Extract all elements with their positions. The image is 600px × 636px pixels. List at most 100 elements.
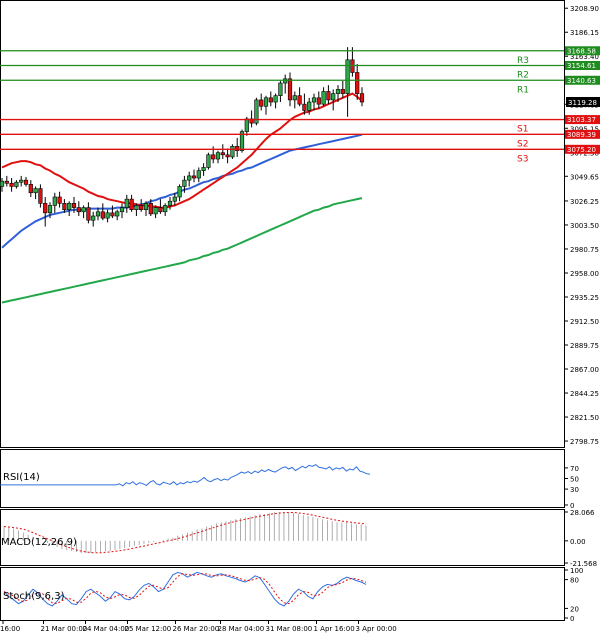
candle-body bbox=[81, 207, 86, 213]
price-tick-label: 2821.50 bbox=[570, 414, 599, 422]
current-price-label: 3119.28 bbox=[568, 99, 597, 107]
candle-body bbox=[359, 93, 365, 103]
stoch-tick-label: 20 bbox=[570, 605, 579, 613]
candle-body bbox=[91, 215, 96, 221]
macd-label: MACD(12,26,9) bbox=[1, 537, 77, 548]
candle-body bbox=[129, 198, 134, 210]
candle-body bbox=[244, 118, 249, 132]
candle-body bbox=[19, 179, 24, 183]
price-tick-label: 2867.00 bbox=[570, 366, 599, 374]
time-tick-label: 25 Mar 12:00 bbox=[125, 625, 172, 633]
candle-body bbox=[311, 97, 317, 103]
time-tick-label: 1 Apr 16:00 bbox=[314, 625, 355, 633]
time-tick-label: 21 Mar 00:00 bbox=[41, 625, 88, 633]
candle-body bbox=[143, 203, 149, 210]
candle-body bbox=[249, 118, 254, 124]
level-tag-s1 bbox=[565, 115, 600, 125]
time-tick-label: 3 Apr 00:00 bbox=[356, 625, 397, 633]
candle-body bbox=[297, 95, 302, 105]
ma-slow-green-line bbox=[1, 197, 363, 304]
candle-body bbox=[167, 200, 173, 206]
time-tick-label: 24 Mar 04:00 bbox=[83, 625, 130, 633]
candle-body bbox=[52, 196, 57, 206]
candle-body bbox=[9, 182, 14, 187]
price-tick-label: 3026.25 bbox=[570, 198, 599, 206]
candle-body bbox=[187, 175, 192, 181]
candle-body bbox=[215, 152, 221, 160]
candle-body bbox=[335, 89, 341, 94]
pivot-levels: R3 3168.58 R2 3154.61 R1 3140.63 S1 3103.37 S2 30… bbox=[0, 46, 600, 164]
candle-body bbox=[196, 170, 201, 179]
candle-body bbox=[225, 154, 230, 158]
candle-body bbox=[287, 78, 293, 101]
candle-body bbox=[326, 91, 331, 101]
candle-body bbox=[134, 205, 139, 210]
macd-plot: 28.066 0.00 -21.568 bbox=[3, 509, 597, 568]
candle-body bbox=[62, 203, 67, 210]
candle-body bbox=[0, 180, 5, 187]
candle-body bbox=[43, 203, 48, 214]
candle-body bbox=[273, 95, 278, 103]
candle-body bbox=[71, 203, 77, 208]
level-name-r3: R3 bbox=[517, 56, 529, 66]
candle-body bbox=[57, 196, 62, 204]
candle-body bbox=[230, 146, 235, 158]
candle-body bbox=[302, 103, 307, 111]
price-tick-label: 3186.15 bbox=[570, 29, 599, 37]
ma-mid-blue-line bbox=[1, 133, 363, 249]
candle-body bbox=[38, 188, 43, 204]
candle-body bbox=[119, 207, 125, 213]
candle-body bbox=[124, 198, 129, 208]
level-name-r2: R2 bbox=[517, 71, 529, 81]
level-tag-label-r3: 3168.58 bbox=[567, 47, 596, 55]
candle-body bbox=[283, 78, 288, 84]
level-tag-label-s1: 3103.37 bbox=[567, 116, 596, 124]
price-tick-label: 3003.50 bbox=[570, 222, 599, 230]
candle-body bbox=[139, 205, 144, 210]
level-name-s1: S1 bbox=[517, 125, 528, 135]
current-price-tag bbox=[566, 97, 600, 107]
stoch-plot: 100 80 20 0 bbox=[3, 567, 583, 623]
candle-body bbox=[110, 212, 115, 217]
price-tick-label: 2958.00 bbox=[570, 270, 599, 278]
level-tag-r2 bbox=[565, 61, 600, 71]
rsi-tick-label: 70 bbox=[570, 465, 579, 473]
stoch-label: Stoch(9,6,3) bbox=[3, 591, 65, 602]
level-tag-s2 bbox=[565, 129, 600, 139]
macd-panel bbox=[0, 509, 565, 566]
price-tick-label: 2889.75 bbox=[570, 342, 599, 350]
level-name-r1: R1 bbox=[517, 85, 529, 95]
price-tick-label: 2935.25 bbox=[570, 294, 599, 302]
candle-body bbox=[278, 82, 283, 96]
candle-body bbox=[220, 152, 225, 156]
candle-body bbox=[211, 154, 216, 160]
rsi-tick-label: 50 bbox=[570, 476, 579, 484]
candle-body bbox=[307, 101, 312, 111]
candle-body bbox=[239, 131, 245, 151]
level-tag-label-r1: 3140.63 bbox=[567, 77, 596, 85]
candle-body bbox=[28, 184, 33, 194]
price-tick-label: 3095.15 bbox=[570, 125, 599, 133]
candle-body bbox=[153, 207, 158, 215]
price-axis: 3208.903186.153163.403140.633117.853095.… bbox=[564, 5, 599, 446]
candle-body bbox=[148, 203, 153, 215]
stoch-tick-label: 80 bbox=[570, 577, 579, 585]
stoch-tick-label: 0 bbox=[570, 615, 574, 623]
candle-body bbox=[47, 205, 53, 214]
candle-body bbox=[67, 203, 72, 210]
candle-body bbox=[254, 99, 259, 124]
rsi-plot: 70 50 30 0 bbox=[0, 464, 579, 510]
rsi-panel bbox=[0, 449, 565, 508]
level-tag-label-r2: 3154.61 bbox=[567, 62, 596, 70]
stoch-tick-label: 100 bbox=[570, 567, 583, 575]
candle-body bbox=[95, 211, 101, 217]
rsi-tick-label: 30 bbox=[570, 486, 579, 494]
macd-tick-label: -21.568 bbox=[570, 560, 597, 568]
candle-body bbox=[321, 91, 326, 105]
candle-body bbox=[4, 180, 9, 184]
candle-body bbox=[14, 181, 19, 187]
candle-body bbox=[316, 97, 321, 105]
candle-body bbox=[206, 154, 211, 168]
candle-body bbox=[115, 211, 120, 217]
